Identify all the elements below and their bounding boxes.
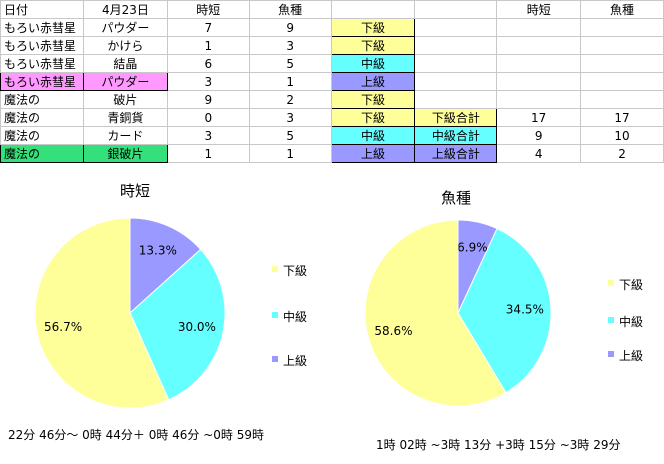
cell-grade[interactable]: 上級 [330, 144, 416, 163]
cell-date[interactable]: 魔法の [0, 90, 84, 109]
time-note-right: 1時 02時 ~3時 13分 +3時 15分 ~3時 29分 [376, 438, 621, 452]
slice-label: 13.3% [139, 244, 177, 258]
table-row: もろい赤彗星 パウダー 3 1 上級 [0, 72, 664, 91]
time-note-left: 22分 46分〜 0時 44分＋ 0時 46分 ~0時 59時 [8, 428, 265, 442]
legend-swatch [272, 312, 278, 318]
slice-label: 6.9% [457, 241, 488, 255]
cell-date[interactable]: 魔法の [0, 126, 84, 145]
cell-time[interactable]: 1 [166, 144, 250, 163]
spreadsheet-table: 日付 4月23日 時短 魚種 時短 魚種 もろい赤彗星 パウダー 7 9 下級 もろい赤彗星 かけら 1 3… [0, 0, 664, 163]
legend-swatch [272, 266, 278, 272]
legend-swatch [608, 351, 614, 357]
legend-label: 下級 [619, 278, 643, 292]
chart-title: 時短 [120, 182, 150, 200]
cell-item[interactable]: 銀破片 [82, 144, 168, 163]
cell-total-time[interactable]: 4 [496, 144, 582, 163]
table-row: 魔法の 銀破片 1 1 上級 上級合計 4 2 [0, 144, 664, 163]
legend-swatch [608, 317, 614, 323]
cell-grade[interactable]: 上級 [330, 72, 416, 91]
legend-label: 中級 [619, 314, 643, 329]
cell-item[interactable]: パウダー [82, 72, 168, 91]
table-row: 魔法の 破片 9 2 下級 [0, 90, 664, 109]
table-row: もろい赤彗星 結晶 6 5 中級 [0, 54, 664, 73]
pie-slice-low [364, 219, 507, 407]
slice-label: 30.0% [178, 320, 216, 334]
pie-slice-high [129, 217, 202, 315]
cell-total-label[interactable]: 中級合計 [414, 126, 498, 145]
cell-date[interactable]: 魔法の [0, 144, 84, 163]
cell-total-label[interactable]: 上級合計 [414, 144, 498, 163]
table-row: 魔法の 青銅貨 0 3 下級 下級合計 17 17 [0, 108, 664, 127]
legend-swatch [608, 280, 614, 286]
pie-slice-mid [129, 248, 226, 401]
legend-label: 下級 [283, 264, 307, 278]
pie-slice-mid [457, 227, 552, 394]
table-header-row: 日付 4月23日 時短 魚種 時短 魚種 [0, 0, 664, 19]
cell-total-label[interactable]: 下級合計 [414, 108, 498, 127]
table-row: もろい赤彗星 かけら 1 3 下級 [0, 36, 664, 55]
pie-slice-low [34, 217, 170, 409]
legend-swatch [272, 356, 278, 362]
cell-grade[interactable]: 下級 [330, 90, 416, 109]
legend-label: 中級 [283, 309, 307, 324]
legend-label: 上級 [283, 354, 307, 368]
slice-label: 34.5% [506, 302, 544, 316]
cell-date[interactable]: 魔法の [0, 108, 84, 127]
cell-date[interactable]: もろい赤彗星 [0, 18, 84, 37]
slice-label: 58.6% [374, 324, 412, 338]
chart-title: 魚種 [441, 189, 471, 207]
cell-grade[interactable]: 下級 [330, 108, 416, 127]
cell-grade[interactable]: 下級 [330, 18, 416, 37]
cell-total-fish[interactable]: 2 [580, 144, 664, 163]
cell-date[interactable]: もろい赤彗星 [0, 72, 84, 91]
legend-label: 上級 [619, 349, 643, 363]
cell-item[interactable]: かけら [82, 36, 168, 55]
slice-label: 56.7% [44, 320, 82, 334]
